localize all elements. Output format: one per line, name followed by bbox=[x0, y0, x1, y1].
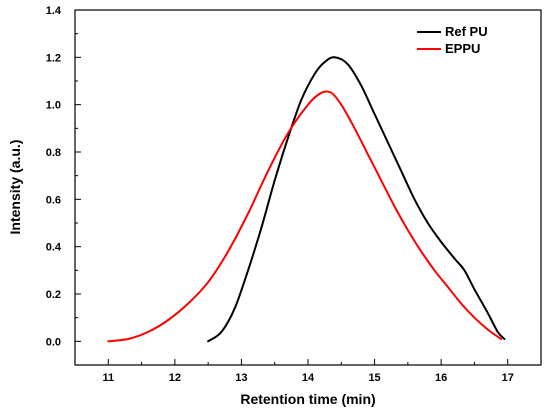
y-tick-label: 1.0 bbox=[46, 100, 61, 112]
legend-label: Ref PU bbox=[445, 24, 488, 39]
y-tick-label: 0.4 bbox=[46, 242, 62, 254]
y-axis-title: Intensity (a.u.) bbox=[7, 140, 23, 235]
y-tick-label: 0.8 bbox=[46, 147, 61, 159]
series-line-eppu bbox=[107, 90, 503, 343]
x-tick-label: 11 bbox=[102, 372, 114, 384]
x-tick-label: 14 bbox=[302, 372, 315, 384]
y-tick-label: 0.6 bbox=[46, 194, 61, 206]
series-line-ref-pu bbox=[207, 56, 506, 343]
x-axis-title: Retention time (min) bbox=[240, 391, 375, 407]
x-tick-label: 12 bbox=[169, 372, 181, 384]
legend: Ref PU EPPU bbox=[417, 24, 488, 56]
y-tick-label: 0.2 bbox=[46, 289, 61, 301]
y-tick-label: 1.4 bbox=[46, 5, 62, 17]
x-tick-label: 17 bbox=[502, 372, 514, 384]
x-tick-label: 16 bbox=[435, 372, 447, 384]
x-tick-label: 15 bbox=[368, 372, 380, 384]
legend-label: EPPU bbox=[445, 41, 480, 56]
axis-ticks: 11 12 13 14 15 16 17 0.0 0.2 0.4 0.6 0.8 1.0 1.2 1.4 bbox=[46, 5, 514, 384]
y-tick-label: 0.0 bbox=[46, 336, 61, 348]
y-tick-label: 1.2 bbox=[46, 52, 61, 64]
series-layer bbox=[107, 56, 506, 343]
plot-frame bbox=[74, 9, 542, 366]
x-tick-label: 13 bbox=[235, 372, 247, 384]
